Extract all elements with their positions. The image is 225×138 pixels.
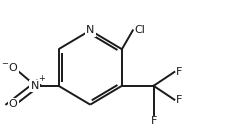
Text: O: O — [9, 99, 17, 109]
Text: N: N — [86, 25, 94, 35]
Text: F: F — [176, 95, 182, 105]
Text: −: − — [2, 60, 9, 69]
Text: F: F — [150, 116, 156, 126]
Text: +: + — [38, 74, 45, 83]
Text: Cl: Cl — [134, 25, 145, 35]
Text: N: N — [30, 81, 39, 91]
Text: O: O — [9, 63, 17, 73]
Text: F: F — [176, 67, 182, 77]
